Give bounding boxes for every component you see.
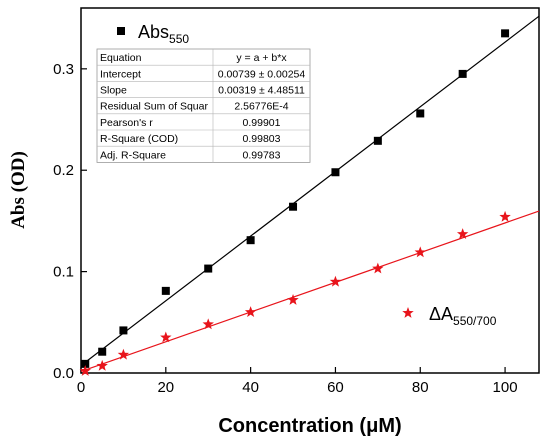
y-tick-label: 0.1 [53,264,74,281]
stats-value: 0.00319 ± 4.48511 [218,85,305,97]
data-point-series-2 [160,331,172,343]
stats-value: 0.99783 [243,149,281,161]
data-point-series-2 [79,364,91,376]
data-point-series-2 [202,318,214,330]
data-point-series-2 [499,210,511,222]
legend: Abs550 ΔA550/700 [117,22,497,328]
data-point-series-1 [204,264,213,273]
data-point-series-1 [161,286,170,295]
stats-label: Residual Sum of Squar [100,101,208,113]
data-point-series-2 [372,262,384,274]
data-point-series-2 [244,306,257,318]
stats-table: Equation y = a + b*x Intercept 0.00739 ± 0.… [96,48,311,163]
data-point-series-1 [289,202,298,211]
stats-label: Equation [100,52,142,64]
stats-value: 0.00739 ± 0.00254 [218,68,306,80]
data-point-series-2 [96,359,108,371]
data-point-series-2 [287,294,299,305]
data-point-series-1 [373,136,382,145]
stats-label: Slope [100,85,127,97]
legend-marker-1 [117,27,125,35]
x-tick-label: 20 [157,379,174,396]
stats-value: 0.99901 [243,117,281,129]
data-point-series-2 [414,246,426,258]
y-tick-label: 0.0 [53,365,74,382]
stats-value: y = a + b*x [236,52,287,64]
data-point-series-1 [98,347,107,356]
x-tick-label: 80 [412,379,429,396]
data-point-series-1 [458,69,467,78]
stats-label: Pearson's r [100,117,153,129]
stats-label: R-Square (COD) [100,133,178,145]
axis-ticks: 0 20 40 60 80 100 0.0 0.1 0.2 0.3 [53,61,517,396]
data-point-series-1 [331,168,340,177]
y-axis-title: Abs (OD) [8,151,29,229]
plot-frame [80,7,540,374]
x-tick-label: 60 [327,379,344,396]
stats-value: 0.99803 [243,133,281,145]
legend-label-1: Abs550 [138,22,189,46]
x-axis-title: Concentration (μM) [218,415,401,437]
data-point-series-2 [329,275,342,287]
data-point-series-1 [416,109,425,118]
data-point-series-1 [246,236,255,245]
stats-label: Adj. R-Square [100,149,166,161]
x-tick-label: 40 [242,379,259,396]
data-point-series-2 [117,348,130,360]
data-point-series-1 [81,359,90,368]
data-point-series-1 [119,326,128,335]
x-tick-label: 100 [493,379,518,396]
stats-label: Intercept [100,68,141,80]
legend-marker-2 [402,307,414,318]
stats-table-frame [96,48,311,163]
y-tick-label: 0.2 [53,162,74,179]
x-tick-label: 0 [77,379,85,396]
fit-line-series-2 [80,210,540,373]
data-markers [79,29,511,376]
y-tick-label: 0.3 [53,61,74,78]
stats-value: 2.56776E-4 [234,101,288,113]
data-point-series-1 [501,29,510,38]
data-point-series-2 [456,228,469,239]
legend-label-2: ΔA550/700 [429,304,497,328]
